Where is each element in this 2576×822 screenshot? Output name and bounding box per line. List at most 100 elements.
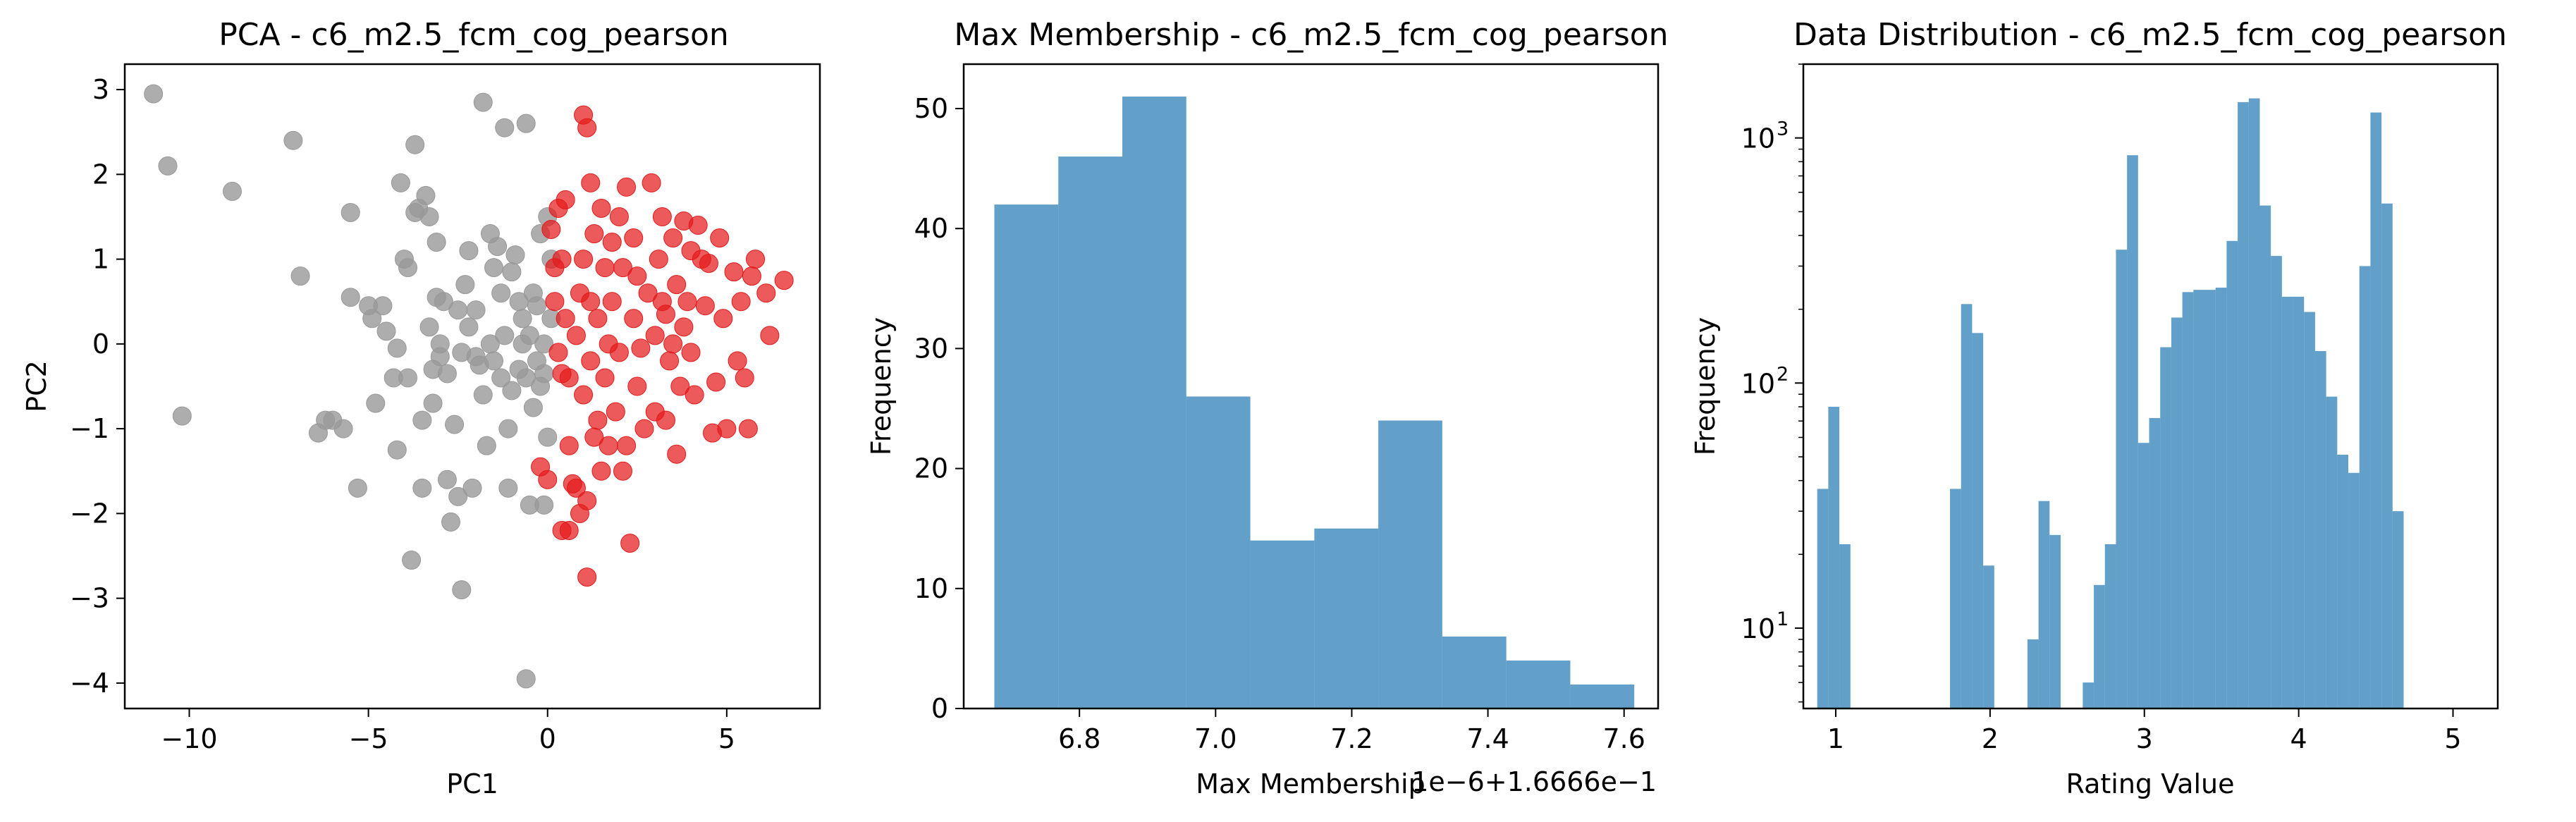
pca-point (595, 258, 615, 278)
pca-point (588, 410, 608, 430)
pca-point (491, 368, 511, 388)
pca-point (531, 457, 551, 477)
pca-point (412, 478, 432, 498)
pca-point (541, 220, 561, 240)
rating-y-tick-exponent: 1 (1777, 608, 1789, 630)
rating-bar (2304, 312, 2315, 708)
pca-point (660, 351, 680, 371)
rating-bar (2281, 296, 2293, 708)
pca-point (584, 224, 604, 244)
pca-point (333, 419, 353, 438)
pca-point (685, 385, 704, 405)
pca-point (477, 436, 496, 455)
rating-bar (1983, 565, 1994, 708)
pca-y-tick-label: −2 (70, 498, 109, 529)
pca-point (427, 233, 446, 252)
rating-bar (2049, 534, 2061, 708)
rating-bar (2149, 417, 2161, 708)
membership-x-tick-label: 7.0 (1194, 723, 1237, 754)
pca-point (566, 478, 586, 498)
pca-x-label: PC1 (446, 768, 498, 799)
rating-x-label: Rating Value (2066, 768, 2235, 799)
pca-point (742, 266, 761, 286)
pca-point (466, 300, 486, 320)
membership-axes-frame (962, 63, 1660, 710)
rating-x-tick-label: 5 (2444, 723, 2461, 754)
pca-y-ticks: −4 −3 −2 −1 0 1 2 3 (70, 74, 125, 699)
pca-point (774, 271, 794, 290)
pca-point (746, 250, 766, 269)
pca-x-tick-label: −10 (161, 723, 217, 754)
rating-bar (2038, 501, 2050, 708)
membership-bar (1314, 528, 1379, 708)
membership-bar (1058, 157, 1123, 708)
rating-x-ticks: 1 2 3 4 5 (1827, 708, 2462, 754)
pca-point (484, 351, 503, 371)
pca-point (663, 228, 683, 248)
pca-point (459, 241, 479, 261)
rating-bar (2314, 351, 2326, 708)
membership-y-tick-label: 30 (914, 333, 948, 364)
membership-bar (1442, 636, 1507, 708)
pca-point (756, 283, 776, 303)
pca-point (498, 478, 518, 498)
pca-point (649, 250, 668, 269)
pca-point (419, 207, 439, 226)
pca-point (534, 334, 554, 354)
pca-point (670, 376, 690, 396)
pca-point (559, 436, 579, 455)
pca-points (144, 84, 794, 689)
pca-x-tick-label: 5 (718, 723, 735, 754)
pca-point (599, 436, 618, 455)
pca-point (728, 351, 747, 371)
pca-point (606, 402, 625, 422)
pca-point (559, 520, 579, 540)
rating-bar (2182, 292, 2194, 708)
membership-x-label: Max Membership (1196, 768, 1425, 799)
pca-y-tick-label: −3 (70, 583, 109, 614)
pca-point (760, 326, 780, 345)
rating-x-tick-label: 2 (1982, 723, 1999, 754)
pca-point (570, 503, 589, 523)
pca-point (627, 376, 647, 396)
rating-bar (2138, 443, 2149, 708)
pca-point (419, 317, 439, 337)
pca-point (513, 309, 532, 329)
rating-y-tick-label: 10 (1741, 123, 1775, 154)
pca-point (609, 343, 629, 362)
membership-y-ticks: 0 10 20 30 40 50 (914, 93, 964, 724)
pca-point (448, 300, 468, 320)
membership-offset-text: 1e−6+1.6666e−1 (1411, 766, 1657, 797)
pca-point (738, 419, 758, 438)
pca-point (574, 385, 594, 405)
pca-point (602, 292, 622, 312)
membership-bar (1506, 660, 1571, 708)
pca-point (283, 130, 303, 150)
membership-y-tick-label: 50 (914, 93, 948, 124)
rating-bar (2193, 290, 2205, 709)
pca-point (581, 173, 601, 192)
pca-point (591, 461, 611, 481)
rating-bar (2259, 205, 2271, 709)
pca-point (376, 321, 396, 341)
rating-bar (1828, 407, 1840, 708)
pca-point (663, 334, 683, 354)
pca-point (656, 305, 675, 324)
rating-bar (2370, 112, 2382, 709)
rating-x-tick-label: 3 (2136, 723, 2153, 754)
pca-point (559, 368, 579, 388)
membership-y-label: Frequency (866, 317, 897, 455)
pca-point (545, 258, 565, 278)
pca-point (437, 470, 457, 489)
pca-point (448, 486, 468, 506)
pca-y-label: PC2 (21, 360, 52, 412)
pca-point (523, 398, 543, 417)
pca-point (556, 309, 575, 329)
membership-bar (994, 204, 1059, 709)
rating-bar (1972, 333, 1984, 708)
pca-point (222, 181, 242, 201)
rating-bar (2204, 290, 2216, 709)
pca-point (624, 228, 644, 248)
pca-point (459, 317, 479, 337)
